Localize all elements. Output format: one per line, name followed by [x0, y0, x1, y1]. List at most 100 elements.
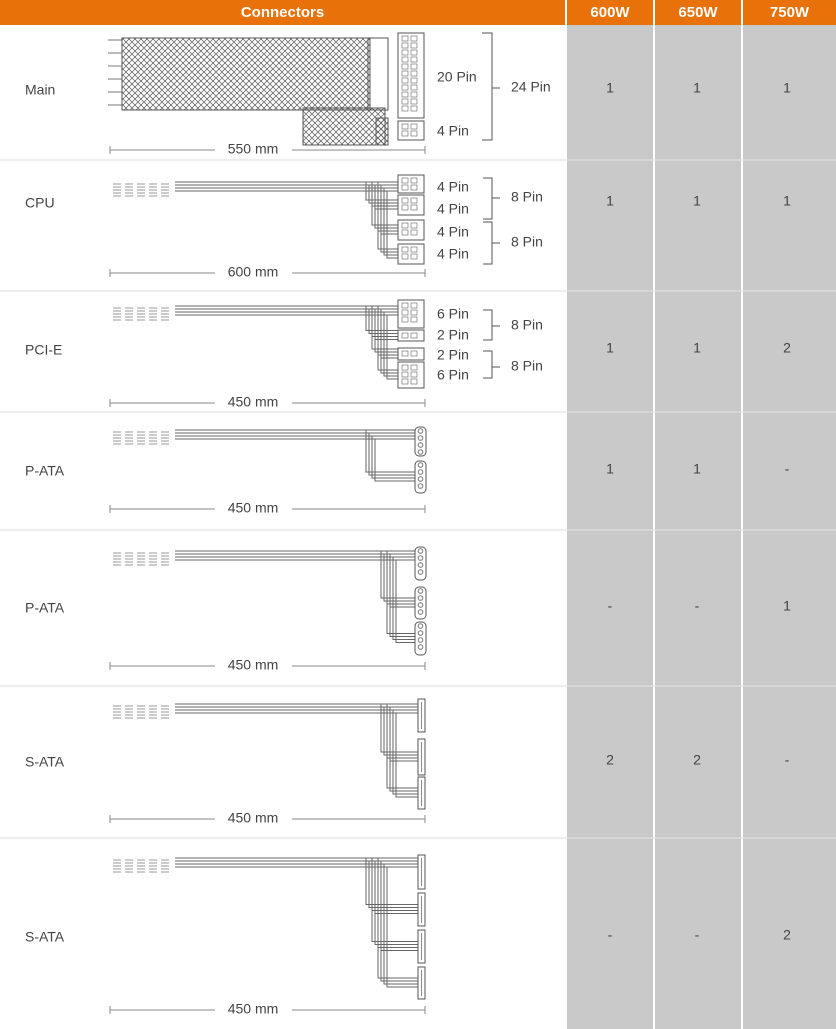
pin: [410, 316, 418, 323]
pin: [401, 378, 409, 385]
value-column: [655, 25, 741, 1029]
value: -: [695, 598, 700, 614]
pin: [410, 63, 418, 70]
value: 1: [606, 80, 614, 96]
header-text: Connectors: [241, 4, 324, 21]
cable: [371, 306, 398, 350]
pin: [410, 56, 418, 63]
cable: [371, 858, 418, 942]
pin-label: 4 Pin: [437, 224, 469, 240]
pin: [417, 562, 424, 568]
pin: [401, 184, 409, 191]
cable: [383, 864, 418, 985]
value-column: [567, 25, 653, 1029]
header-cell: [655, 0, 741, 25]
pin: [417, 469, 424, 475]
value: -: [695, 927, 700, 943]
pin: [410, 302, 418, 309]
pin: [417, 569, 424, 575]
pin: [417, 555, 424, 561]
cable: [386, 704, 418, 789]
pin: [417, 609, 424, 615]
cable: [365, 858, 418, 905]
dimension-line: [109, 815, 426, 823]
pin-label: 8 Pin: [511, 189, 543, 205]
pin: [401, 70, 409, 77]
cable: [389, 707, 418, 792]
pin: [410, 371, 418, 378]
header-text: 650W: [678, 4, 718, 21]
value: 1: [693, 80, 701, 96]
pin: [410, 253, 418, 260]
pin: [417, 637, 424, 643]
pin: [410, 222, 418, 229]
pin: [410, 49, 418, 56]
pin: [401, 123, 409, 130]
cable: [368, 433, 415, 476]
pin: [410, 35, 418, 42]
cable: [371, 436, 415, 479]
cable: [380, 185, 398, 253]
header-cell: [743, 0, 836, 25]
connector-name: P-ATA: [25, 600, 65, 616]
pin: [410, 332, 418, 339]
connector-name: S-ATA: [25, 754, 65, 770]
cable: [386, 557, 415, 605]
pin: [410, 177, 418, 184]
cable: [374, 439, 415, 482]
pin: [417, 602, 424, 608]
pin: [401, 364, 409, 371]
value: 1: [606, 340, 614, 356]
pin: [401, 371, 409, 378]
pin: [410, 98, 418, 105]
pin: [401, 204, 409, 211]
header-text: 750W: [770, 4, 810, 21]
pin: [417, 442, 424, 448]
length: 600 mm: [228, 264, 279, 280]
connector: [414, 426, 427, 457]
value: -: [608, 598, 613, 614]
cable: [389, 554, 415, 637]
pin: [401, 177, 409, 184]
pin: [410, 123, 418, 130]
pin-label: 8 Pin: [511, 234, 543, 250]
cable: [374, 309, 398, 353]
pin: [401, 98, 409, 105]
cable: [380, 551, 415, 599]
header-cell: [0, 0, 565, 25]
pin: [401, 316, 409, 323]
pin-label: 6 Pin: [437, 367, 469, 383]
pin-label: 8 Pin: [511, 317, 543, 333]
pin: [417, 595, 424, 601]
cable: [374, 185, 398, 229]
cable: [389, 560, 415, 608]
value: 1: [783, 80, 791, 96]
pin: [401, 302, 409, 309]
pin: [417, 623, 424, 629]
cable: [383, 312, 398, 377]
pin: [401, 35, 409, 42]
value: 1: [783, 598, 791, 614]
pin-label: 4 Pin: [437, 123, 469, 139]
pin: [401, 84, 409, 91]
cable: [386, 315, 398, 380]
value: -: [785, 752, 790, 768]
pin: [417, 588, 424, 594]
cable: [392, 710, 418, 795]
cable: [386, 710, 418, 759]
pin: [410, 105, 418, 112]
connector: [397, 120, 425, 141]
connector-name: PCI-E: [25, 342, 62, 358]
pin: [401, 253, 409, 260]
pin: [401, 229, 409, 236]
connector: [414, 546, 427, 581]
value: 1: [606, 193, 614, 209]
connector-name: CPU: [25, 195, 55, 211]
cable: [386, 191, 398, 259]
pin: [401, 56, 409, 63]
pin: [401, 332, 409, 339]
pin: [417, 428, 424, 434]
pin: [401, 63, 409, 70]
sleeve-end: [367, 37, 389, 111]
